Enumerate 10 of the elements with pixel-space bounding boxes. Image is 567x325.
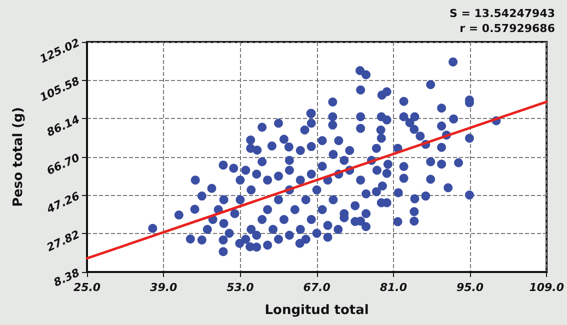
x-tick-label: 109.0 [529,281,564,294]
x-tick-label: 81.0 [380,281,408,294]
text: r = 0.57929686 [460,22,556,35]
x-tick-label: 53.0 [226,281,254,294]
x-tick-label: 67.0 [303,281,331,294]
x-axis-title: Longitud total [264,303,369,318]
y-axis-title: Peso total (g) [11,107,26,207]
x-tick-label: 39.0 [150,281,178,294]
text: S = 13.54247943 [449,7,555,20]
x-tick-label: 95.0 [456,281,484,294]
